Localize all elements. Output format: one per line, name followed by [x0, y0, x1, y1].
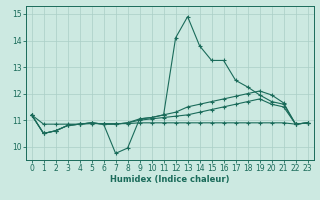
X-axis label: Humidex (Indice chaleur): Humidex (Indice chaleur)	[110, 175, 229, 184]
